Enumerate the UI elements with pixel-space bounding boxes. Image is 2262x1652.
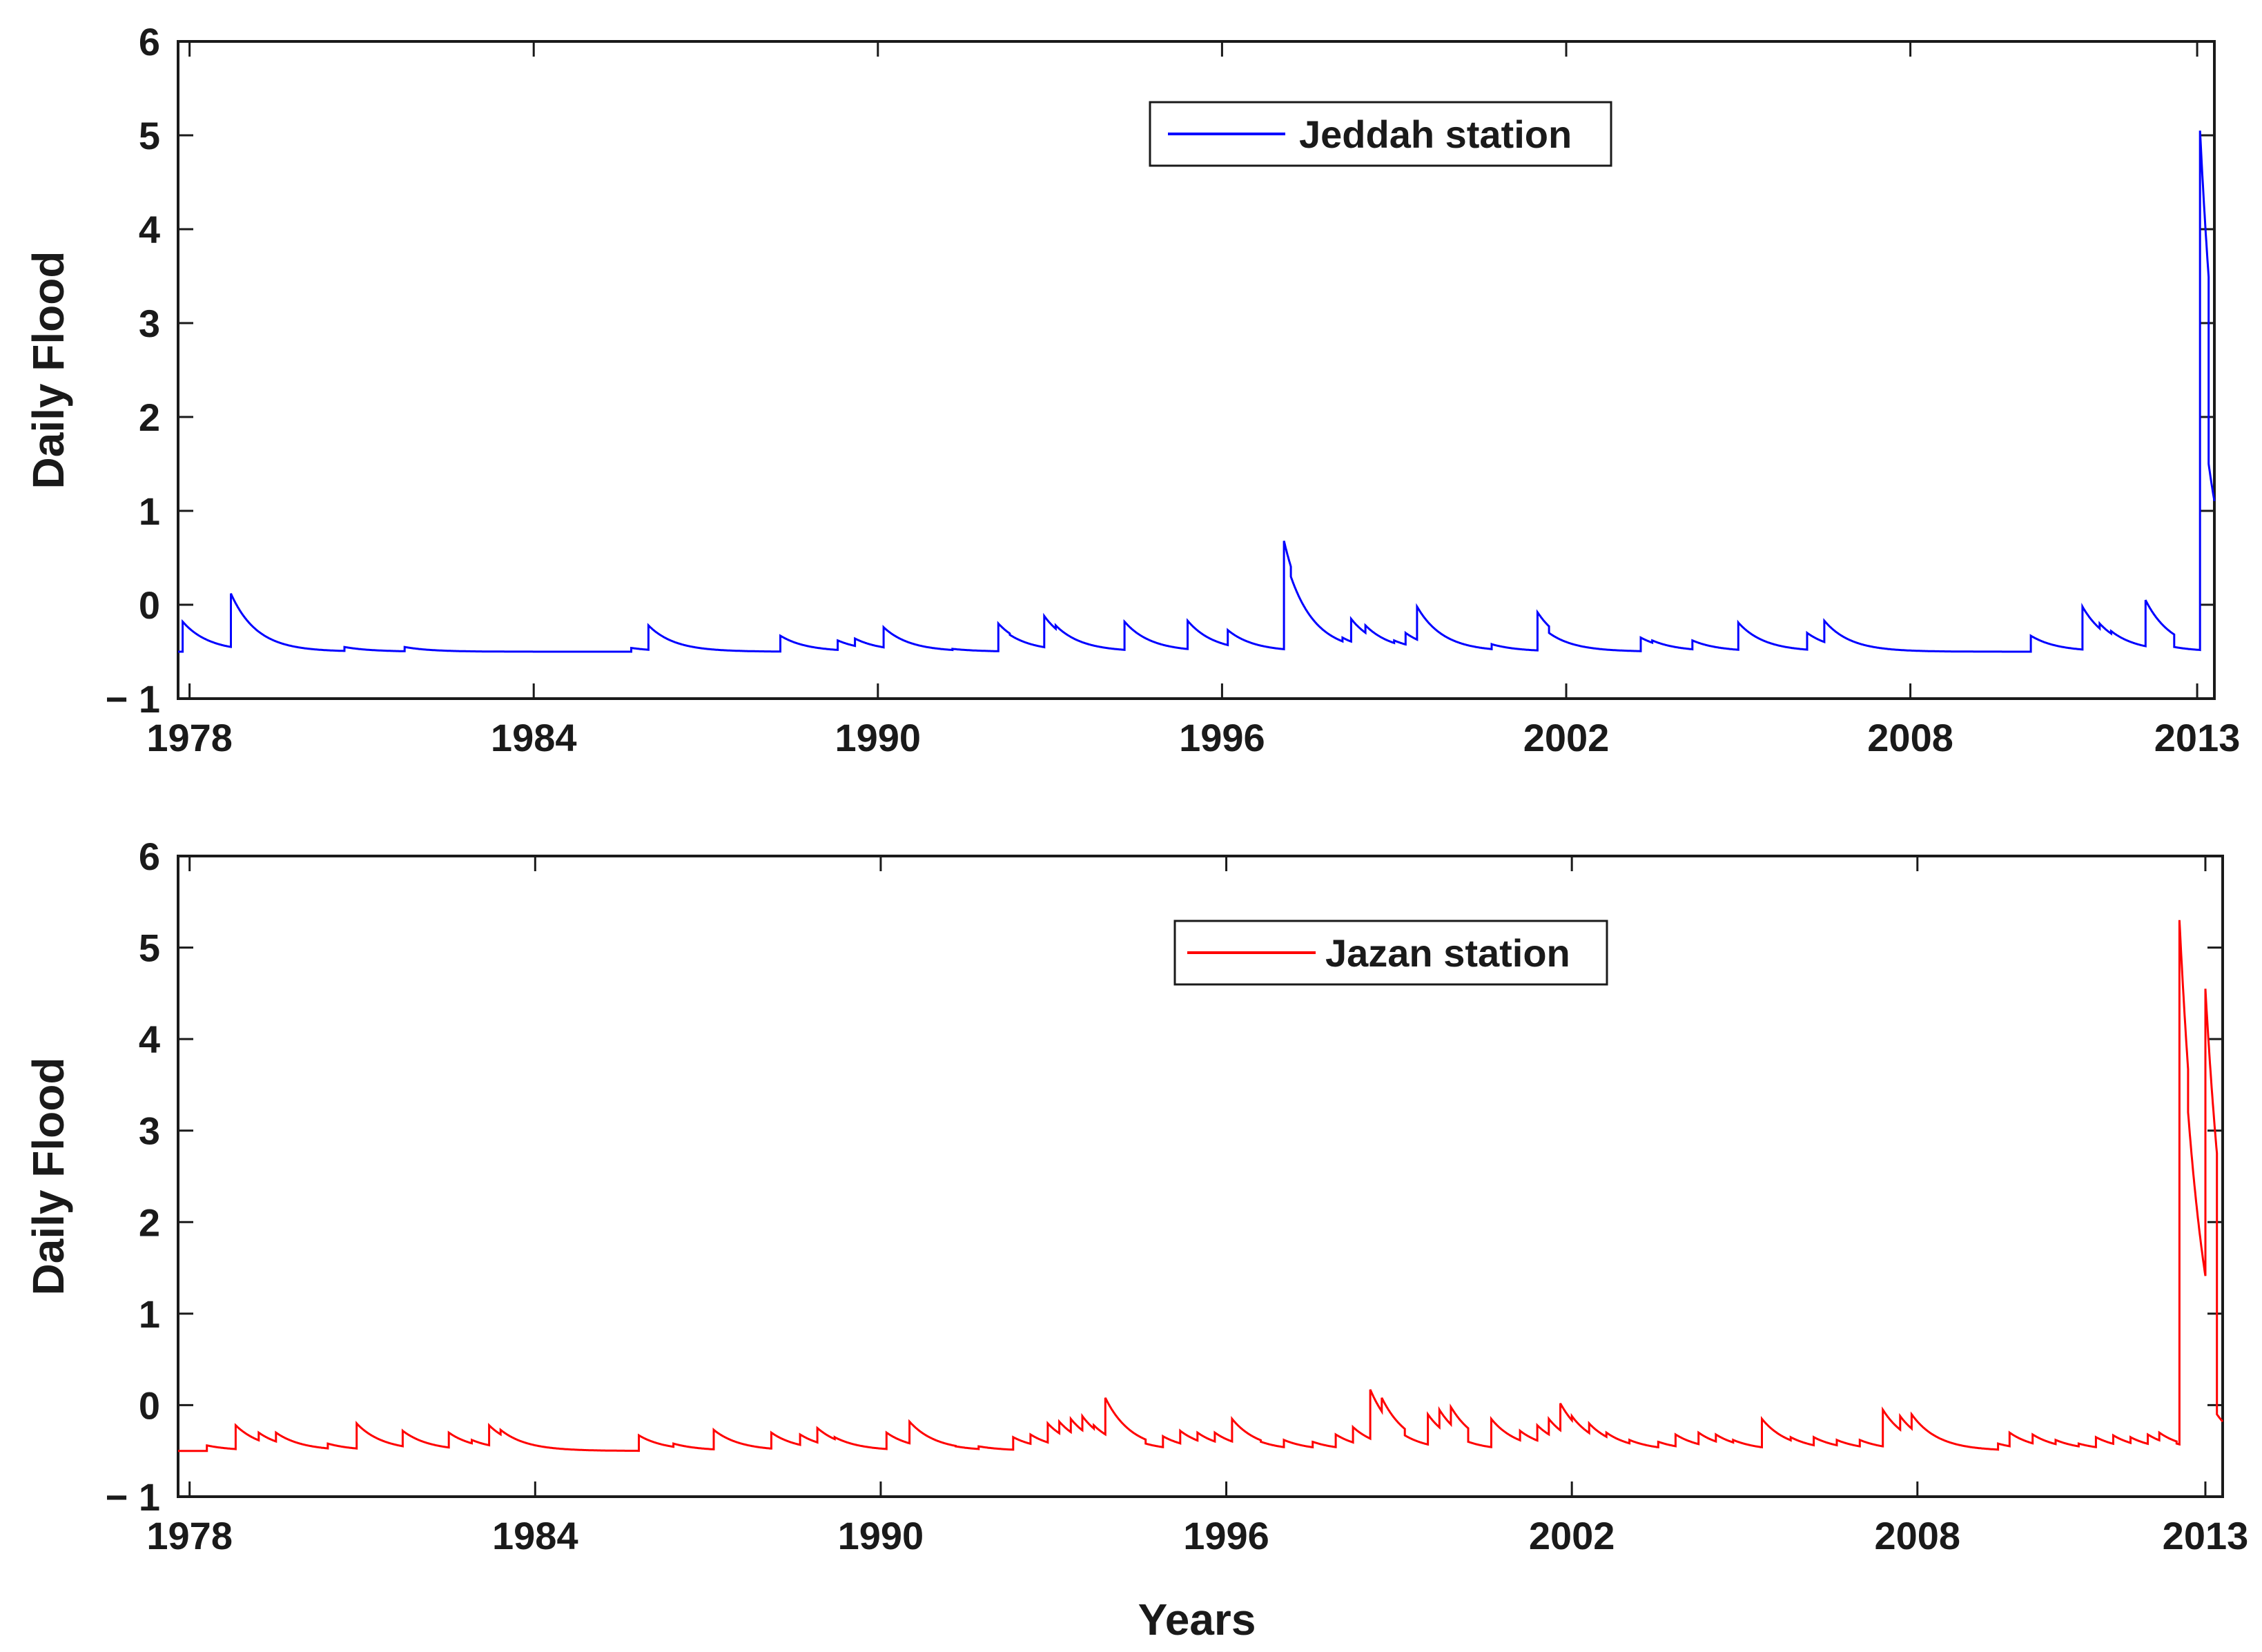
legend-label-jazan: Jazan station [1325, 931, 1570, 975]
x-tick-label: 2002 [1523, 716, 1610, 759]
y-tick-label: 4 [139, 1018, 160, 1061]
y-tick-label: 2 [139, 1201, 160, 1244]
y-axis-label: Daily Flood [23, 1058, 73, 1296]
y-tick-label: − 1 [106, 1475, 160, 1519]
tick-group: − 1 0 1 2 3 4 5 6 1978 1984 1990 1996 2002 2008 2013 [106, 835, 2249, 1557]
y-tick-label: 1 [139, 489, 160, 533]
y-tick-label: 2 [139, 396, 160, 439]
x-tick-label: 1978 [146, 1514, 233, 1557]
x-tick-label: 2008 [1867, 716, 1953, 759]
y-tick-label: − 1 [106, 677, 160, 721]
chart-panel-jeddah: − 1 0 1 2 3 4 5 6 1978 1984 1990 1996 2002 2008 2013 J… [23, 20, 2240, 759]
legend-label-jeddah: Jeddah station [1299, 113, 1572, 156]
x-tick-label: 1996 [1179, 716, 1265, 759]
y-tick-label: 3 [139, 302, 160, 345]
y-tick-label: 5 [139, 926, 160, 970]
chart-panel-jazan: − 1 0 1 2 3 4 5 6 1978 1984 1990 1996 2002 2008 2013 J… [23, 835, 2248, 1557]
y-axis-label: Daily Flood [23, 251, 73, 489]
x-tick-label: 1996 [1183, 1514, 1269, 1557]
x-tick-label: 2002 [1529, 1514, 1615, 1557]
y-tick-label: 5 [139, 114, 160, 157]
series-line-jazan [178, 920, 2224, 1452]
y-tick-label: 0 [139, 583, 160, 627]
y-tick-label: 4 [139, 208, 160, 251]
x-tick-label: 2013 [2163, 1514, 2249, 1557]
x-tick-label: 2008 [1874, 1514, 1960, 1557]
x-tick-label: 1978 [146, 716, 233, 759]
x-tick-label: 1990 [835, 716, 922, 759]
x-axis-label: Years [1138, 1595, 1256, 1644]
y-tick-label: 3 [139, 1109, 160, 1153]
y-tick-label: 0 [139, 1383, 160, 1427]
x-tick-label: 1990 [838, 1514, 924, 1557]
legend: Jeddah station [1149, 101, 1612, 167]
x-tick-label: 1984 [491, 716, 577, 759]
y-tick-label: 1 [139, 1292, 160, 1336]
x-tick-label: 2013 [2154, 716, 2241, 759]
x-tick-label: 1984 [492, 1514, 578, 1557]
y-tick-label: 6 [139, 835, 160, 878]
tick-group: − 1 0 1 2 3 4 5 6 1978 1984 1990 1996 2002 2008 2013 [106, 20, 2241, 759]
legend: Jazan station [1173, 920, 1608, 986]
series-line-jeddah [178, 130, 2216, 653]
y-tick-label: 6 [139, 20, 160, 64]
